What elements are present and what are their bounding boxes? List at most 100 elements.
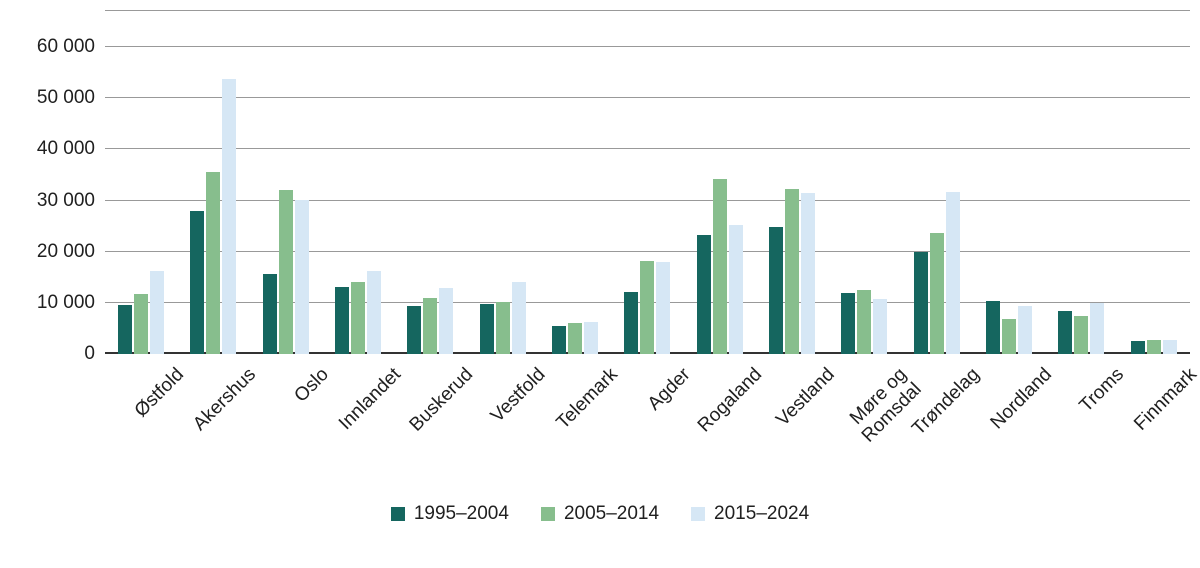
x-axis-tick-cell: Agder [611,358,695,478]
x-axis-tick-cell: Oslo [250,358,332,478]
plot-area [105,10,1190,354]
x-axis-tick-cell: Telemark [539,358,622,478]
bar-group [1118,11,1190,354]
bar [1162,340,1177,354]
legend-item: 1995–2004 [390,503,509,525]
bar-group [394,11,466,354]
x-axis-tick-label: Nordland [986,364,1056,434]
bar [262,273,277,354]
bar [190,211,205,354]
bar [1146,339,1161,354]
bar [479,303,494,354]
bar [206,171,221,354]
bar-group [467,11,539,354]
bar [769,226,784,354]
x-axis-tick-label: Finnmark [1129,364,1200,435]
x-axis-tick-cell: Rogaland [684,358,766,478]
legend-swatch [691,507,706,521]
bar [1074,315,1089,354]
bar [294,199,309,354]
x-axis-tick-cell: Troms [1045,358,1128,478]
bar-group [973,11,1045,354]
bar [624,291,639,354]
y-axis-tick-label: 60 000 [36,36,95,57]
bar-group [250,11,322,354]
bar [728,225,743,354]
bar-group [901,11,973,354]
bar [986,301,1001,354]
legend-swatch [540,507,555,521]
bar [873,298,888,354]
bar-group [756,11,828,354]
bar [439,288,454,354]
y-axis-tick-label: 30 000 [36,189,95,211]
legend-label: 2015–2024 [714,503,810,524]
bar [1130,340,1145,354]
gridline [105,148,1190,150]
x-axis-tick-cell: Akershus [177,358,260,478]
bars [105,11,1190,354]
legend: 1995–2004 2005–2014 2015–2024 [0,503,1200,525]
x-axis-tick-label: Vestland [772,364,839,431]
bar [1058,310,1073,354]
bar-group [322,11,394,354]
y-axis-tick-label: 20 000 [36,240,95,262]
y-axis-tick-label: 40 000 [36,138,95,160]
y-axis-tick-label: 50 000 [36,87,95,109]
bar [407,305,422,354]
x-axis-tick-cell: Buskerud [394,358,478,478]
x-axis-tick-label: Møre og Romsdal [846,364,927,447]
legend-item: 2015–2024 [691,503,809,525]
bar [150,270,165,354]
gridline [105,46,1190,47]
legend-label: 2005–2014 [563,503,660,524]
y-axis-tick-label: 10 000 [36,291,95,313]
bar [134,294,149,354]
bar [552,326,567,354]
bar [423,298,438,354]
bar [1002,318,1017,354]
legend-swatch [390,507,405,521]
bar [640,261,655,354]
bar [712,178,727,354]
bar [118,305,133,354]
bar-group [611,11,683,354]
x-axis-tick-cell: Møre og Romsdal [828,358,926,478]
bar [367,270,382,354]
x-axis-tick-cell: Vestfold [467,358,550,478]
x-axis-tick-label: Akershus [189,364,261,435]
bar [841,293,856,354]
bar [1090,302,1105,354]
bar [351,282,366,354]
x-axis-tick-cell: Trøndelag [901,358,984,478]
bar-group [539,11,611,354]
x-axis-tick-label: Agder [643,364,695,415]
y-axis-tick-label: 0 [84,343,95,364]
bar-group [177,11,249,354]
bar [335,286,350,354]
gridline [105,97,1190,99]
bar [222,78,237,354]
x-axis-tick-label: Rogaland [694,364,767,437]
x-axis-tick-label: Østfold [130,364,189,422]
bar [857,289,872,354]
bar [696,235,711,354]
x-axis-tick-label: Vestfold [487,364,550,427]
bar [785,188,800,354]
x-axis-tick-label: Innlandet [334,364,406,435]
x-axis-tick-cell: Vestland [756,358,839,478]
bar [584,321,599,354]
bar [278,189,293,354]
bar [801,193,816,354]
bar [929,232,944,354]
legend-label: 1995–2004 [413,503,509,524]
bar [656,261,671,354]
gridline [105,199,1190,201]
x-axis-tick-cell: Finnmark [1118,358,1200,478]
x-axis-tick-cell: Nordland [973,358,1056,478]
x-axis-tick-label: Oslo [290,364,333,407]
x-axis-tick-cell: Østfold [105,358,188,478]
bar-group [684,11,756,354]
bar [1018,306,1033,354]
